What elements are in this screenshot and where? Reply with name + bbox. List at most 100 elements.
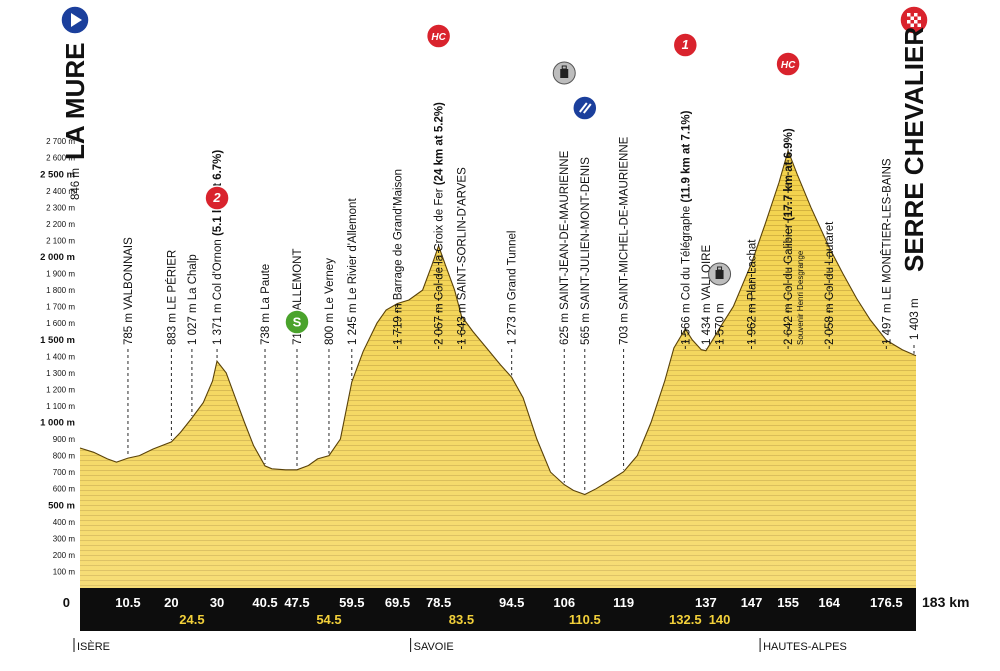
point-label: 625 m SAINT-JEAN-DE-MAURIENNE — [559, 150, 571, 345]
badge-HC-icon: HC — [425, 23, 452, 49]
point-label: 703 m SAINT-MICHEL-DE-MAURIENNE — [619, 136, 631, 345]
badge-slash — [579, 102, 588, 113]
region-label: HAUTES-ALPES — [763, 641, 847, 653]
point-marker: 1 434 m VALLOIRE — [701, 245, 713, 349]
point-label: 738 m La Paute — [260, 264, 272, 345]
y-axis: 100 m 200 m 300 m 400 m 500 m 600 m 700 m 800 m… — [40, 137, 75, 576]
finish-check-cell — [917, 16, 921, 20]
finish-check-cell — [910, 23, 914, 27]
km-band: 10.5 20 30 40.5 47.5 59.5 69.5 78.5 94.5 106 119 13… — [63, 588, 969, 631]
point-marker: 1 497 m LE MONÊTIER-LES-BAINS — [880, 158, 893, 349]
point-label-climb: (17.7 km at 6.9%) — [783, 128, 795, 221]
start-play-icon — [60, 5, 90, 35]
point-label-climb: (11.9 km at 7.1%) — [680, 110, 692, 202]
km-total-label: 183 km — [922, 594, 969, 610]
start-block: LA MURE 846 m — [60, 5, 90, 200]
badge-feed-icon — [708, 262, 732, 286]
badge-circle — [775, 51, 801, 77]
y-tick-label: 500 m — [48, 500, 75, 511]
km-band-bar — [80, 588, 916, 631]
y-tick-label: 1 200 m — [46, 385, 75, 394]
km-marker-top: 155 — [777, 595, 799, 610]
km-marker-top: 59.5 — [339, 595, 364, 610]
point-marker: 565 m SAINT-JULIEN-MONT-DENIS — [572, 95, 598, 493]
point-label-main: 1 371 m Col d'Ornon — [212, 236, 224, 345]
km-marker-top: 147 — [741, 595, 763, 610]
y-tick-label: 2 000 m — [40, 252, 75, 263]
y-tick-label: 1 800 m — [46, 286, 75, 295]
badge-feed-icon — [552, 61, 576, 85]
start-town: LA MURE — [60, 43, 90, 160]
km-marker-bottom: 140 — [709, 612, 731, 627]
point-marker: 800 m Le Verney — [324, 258, 336, 454]
finish-town: SERRE CHEVALIER — [899, 27, 929, 272]
point-label: 1 434 m VALLOIRE — [701, 245, 713, 345]
point-label: 883 m LE PÉRIER — [165, 250, 178, 345]
km-marker-bottom: 54.5 — [316, 612, 341, 627]
finish-check-cell — [914, 23, 918, 27]
finish-check-cell — [907, 23, 911, 27]
point-marker: 703 m SAINT-MICHEL-DE-MAURIENNE — [619, 136, 631, 470]
point-marker: 625 m SAINT-JEAN-DE-MAURIENNE — [552, 61, 576, 483]
y-tick-label: 2 500 m — [40, 169, 75, 180]
badge-1-icon: 1 — [672, 32, 699, 58]
km-marker-top: 30 — [210, 595, 224, 610]
badge-2-icon: 2 — [204, 185, 230, 211]
point-marker: 883 m LE PÉRIER — [165, 250, 178, 440]
km-marker-top: 20 — [164, 595, 178, 610]
km-start-label: 0 — [63, 595, 70, 610]
point-label: 800 m Le Verney — [324, 258, 336, 345]
badge-circle — [425, 23, 452, 49]
point-marker: 785 m VALBONNAIS — [123, 237, 135, 457]
km-marker-bottom: 132.5 — [669, 612, 702, 627]
profile-shade — [80, 150, 916, 588]
badge-bag — [560, 69, 569, 78]
point-label: 1 566 m Col du Télégraphe (11.9 km at 7.… — [680, 110, 692, 345]
point-label: 785 m VALBONNAIS — [123, 237, 135, 345]
badge-circle — [204, 185, 230, 211]
km-marker-top: 47.5 — [284, 595, 309, 610]
badge-circle — [572, 95, 598, 121]
finish-check-cell — [914, 20, 918, 24]
point-marker: 2 642 m Col du Galibier (17.7 km at 6.9%… — [775, 51, 805, 349]
y-tick-label: 1 600 m — [46, 319, 75, 328]
km-marker-bottom: 83.5 — [449, 612, 474, 627]
badge-handle — [717, 266, 723, 271]
y-tick-label: 400 m — [53, 518, 76, 527]
badge-circle — [672, 32, 699, 58]
badge-text: S — [293, 315, 302, 330]
finish-check-cell — [910, 13, 914, 17]
point-marker: 1 273 m Grand Tunnel — [507, 231, 519, 376]
km-marker-bottom: 110.5 — [569, 612, 601, 627]
y-tick-label: 2 600 m — [46, 154, 75, 163]
point-marker: 1 245 m Le Rivier d'Allemont — [347, 198, 359, 380]
finish-altitude: 1 403 m — [909, 298, 921, 340]
y-tick-label: 300 m — [53, 534, 76, 543]
finish-check-cell — [910, 16, 914, 20]
point-label: 1 245 m Le Rivier d'Allemont — [347, 198, 359, 345]
km-marker-top: 137 — [695, 595, 717, 610]
point-marker: 1 570 m — [708, 262, 732, 349]
y-tick-label: 1 900 m — [46, 270, 75, 279]
point-marker: 1 027 m La Chalp — [187, 254, 199, 417]
point-marker: 2 067 m Col de la Croix de Fer (24 km at… — [425, 23, 452, 349]
y-tick-label: 700 m — [53, 468, 76, 477]
point-label: Souvenir Henri Desgrange — [796, 250, 805, 345]
finish-check-cell — [917, 13, 921, 17]
point-label: 1 719 m Barrage de Grand'Maison — [392, 169, 404, 345]
y-tick-label: 100 m — [53, 567, 76, 576]
badge-sprint-icon — [572, 95, 598, 121]
start-altitude: 846 m — [70, 168, 82, 200]
km-marker-top: 40.5 — [252, 595, 277, 610]
point-label: 565 m SAINT-JULIEN-MONT-DENIS — [580, 157, 592, 345]
y-tick-label: 2 200 m — [46, 220, 75, 229]
finish-flag-icon — [899, 5, 929, 35]
point-label: 1 962 m Plan Lachat — [747, 239, 759, 345]
finish-check-cell — [914, 13, 918, 17]
point-label: 1 273 m Grand Tunnel — [507, 231, 519, 345]
profile-layer — [79, 148, 917, 588]
point-label: 1 570 m — [715, 303, 727, 345]
y-tick-label: 900 m — [53, 435, 76, 444]
